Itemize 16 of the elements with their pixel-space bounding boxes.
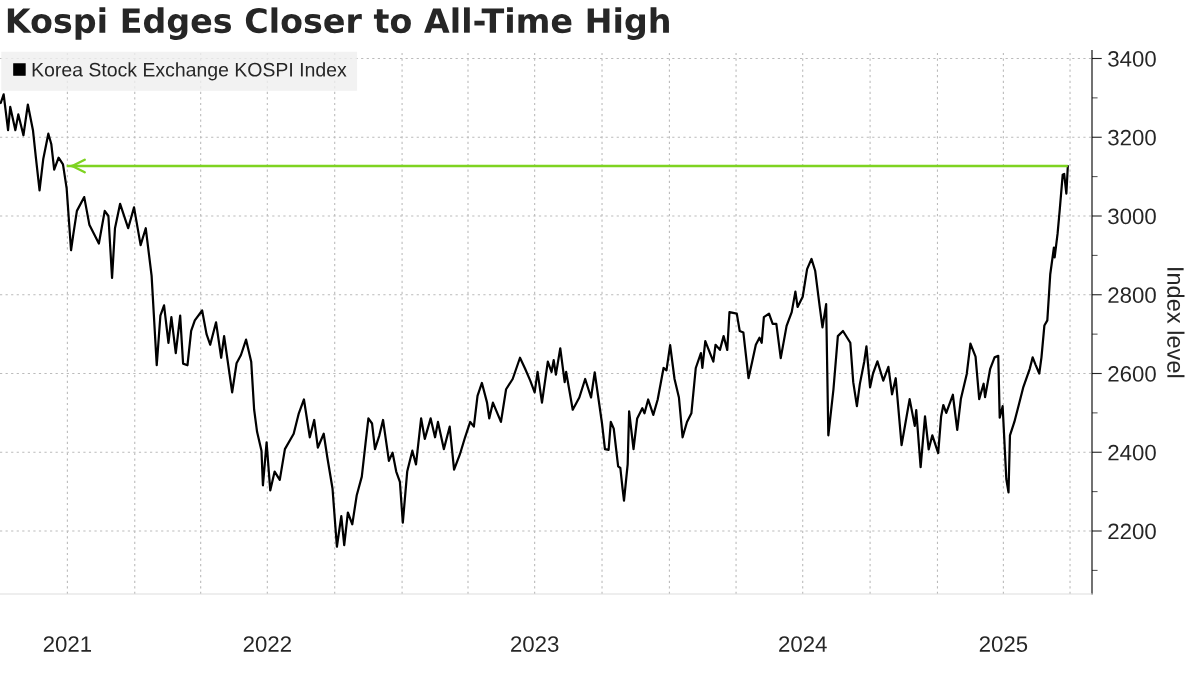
y-tick-label: 2200	[1108, 523, 1156, 540]
x-tick-label: 2024	[779, 636, 827, 652]
x-tick-label: 2021	[43, 636, 92, 652]
x-tick-label: 2022	[243, 636, 291, 652]
legend-label: Korea Stock Exchange KOSPI Index	[32, 62, 347, 81]
y-tick-label: 3400	[1108, 51, 1156, 67]
chart-title: Kospi Edges Closer to All-Time High	[7, 7, 669, 40]
y-tick-label: 3000	[1108, 208, 1156, 225]
x-tick-label: 2023	[511, 636, 559, 652]
y-tick-label: 3200	[1108, 129, 1156, 146]
y-tick-label: 2400	[1108, 444, 1156, 461]
x-tick-label: 2025	[979, 636, 1028, 652]
y-tick-label: 2800	[1108, 287, 1156, 304]
y-axis-title: Index level	[1167, 268, 1185, 378]
line-series	[0, 93, 1069, 548]
y-tick-label: 2600	[1108, 366, 1156, 382]
